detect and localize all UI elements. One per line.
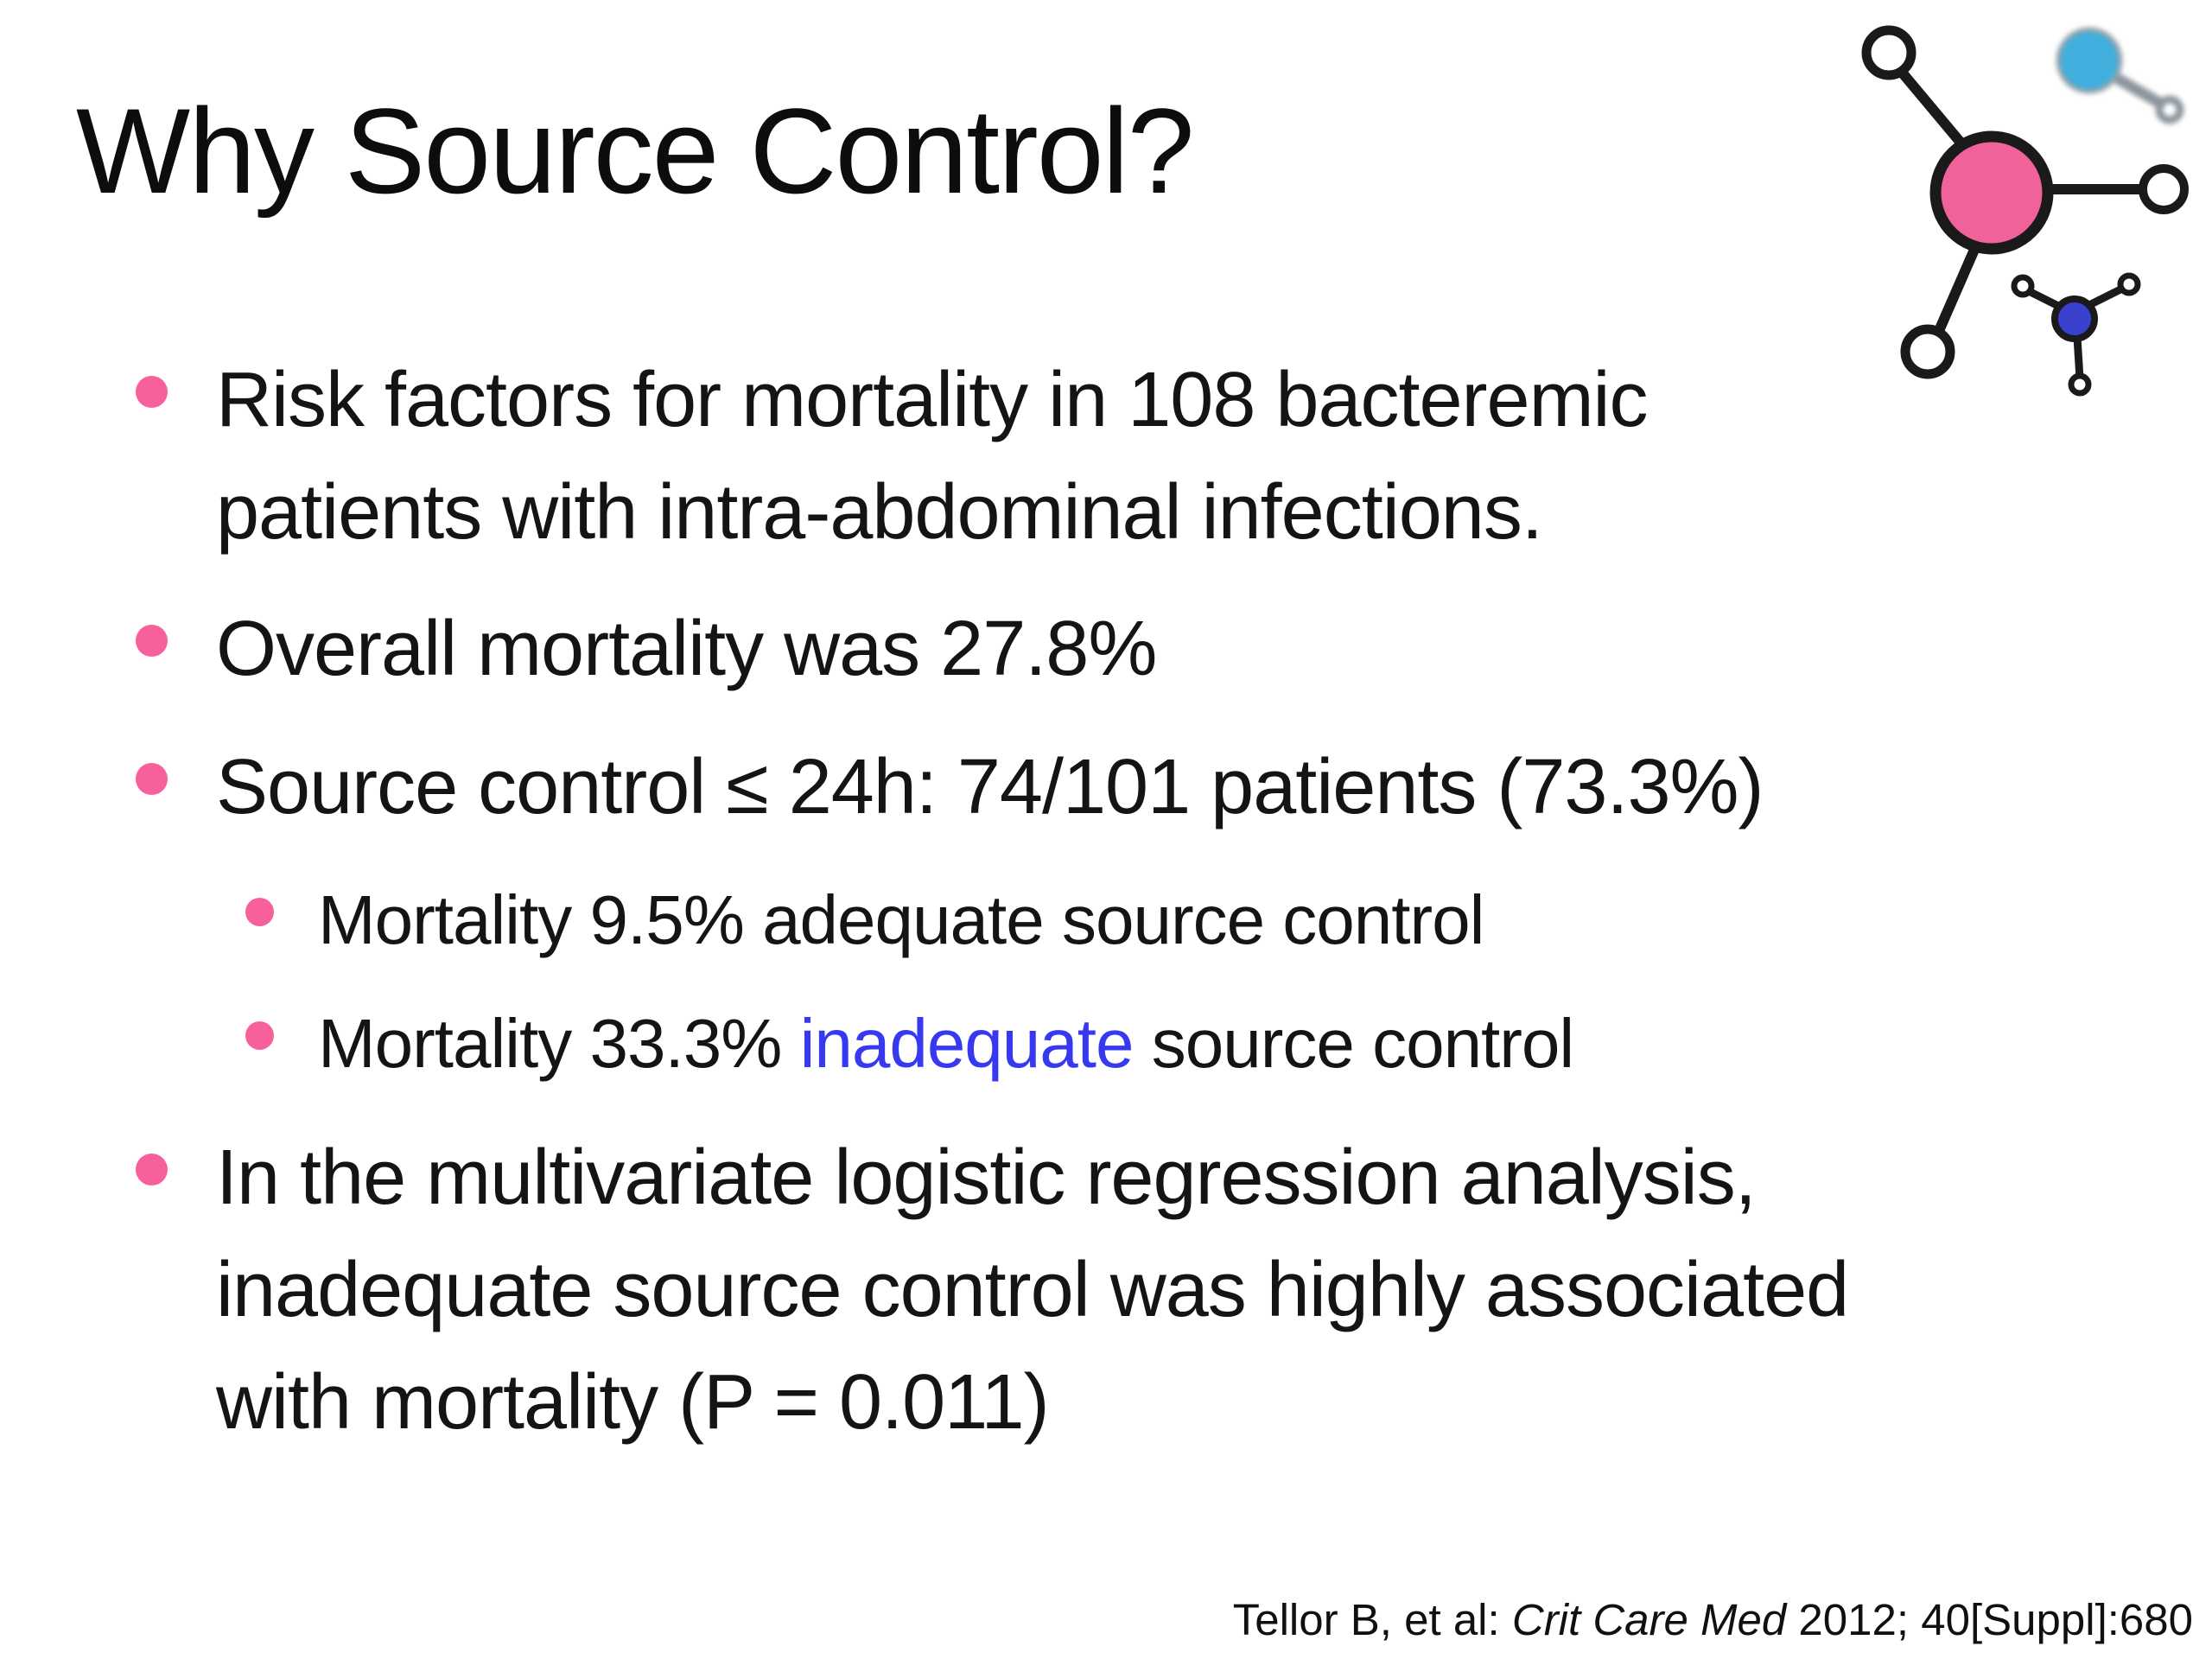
blurred-cyan-molecule-icon (2056, 27, 2184, 124)
bullet-item: Risk factors for mortality in 108 bacter… (0, 344, 2212, 569)
text-segment: with mortality (P = 0.011) (216, 1359, 1050, 1446)
citation: Tellor B, et al: Crit Care Med 2012; 40[… (1233, 1594, 2193, 1646)
royal-blue-molecule-icon (2011, 272, 2141, 397)
bullet-line: In the multivariate logistic regression … (216, 1122, 2212, 1234)
text-segment: Overall mortality was 27.8% (216, 606, 1157, 692)
bullet-text: Mortality 9.5% adequate source control (318, 864, 2212, 976)
bullet-line: Overall mortality was 27.8% (216, 593, 2212, 705)
bullet-dot-icon (136, 1154, 168, 1185)
bullet-line: Mortality 33.3% inadequate source contro… (318, 988, 2212, 1100)
bullet-dot-icon (136, 625, 168, 657)
text-segment: source control (1133, 1005, 1574, 1082)
bullet-item: Overall mortality was 27.8% (0, 593, 2212, 705)
bullet-text: In the multivariate logistic regression … (216, 1122, 2212, 1459)
bullet-line: Source control ≤ 24h: 74/101 patients (7… (216, 731, 2212, 843)
bullet-item: In the multivariate logistic regression … (0, 1122, 2212, 1459)
text-segment: In the multivariate logistic regression … (216, 1135, 1757, 1221)
bullet-line: Risk factors for mortality in 108 bacter… (216, 344, 2212, 456)
citation-journal: Crit Care Med (1511, 1595, 1787, 1644)
bullet-text: Source control ≤ 24h: 74/101 patients (7… (216, 731, 2212, 843)
bullet-dot-icon (136, 376, 168, 408)
citation-authors: Tellor B, et al: (1232, 1595, 1512, 1644)
bullet-text: Mortality 33.3% inadequate source contro… (318, 988, 2212, 1100)
bullet-dot-icon (245, 898, 274, 926)
text-segment: Source control ≤ 24h: 74/101 patients (7… (216, 744, 1764, 830)
pink-molecule-icon (1861, 25, 2189, 379)
bullet-line: inadequate source control was highly ass… (216, 1234, 2212, 1346)
text-segment: Mortality 33.3% (318, 1005, 800, 1082)
bullet-line: with mortality (P = 0.011) (216, 1346, 2212, 1459)
bullet-text: Overall mortality was 27.8% (216, 593, 2212, 705)
citation-issue: 2012; 40[Suppl]:680 (1786, 1595, 2193, 1644)
bullet-line: patients with intra-abdominal infections… (216, 456, 2212, 569)
sub-bullet-item: Mortality 33.3% inadequate source contro… (0, 988, 2212, 1100)
bullet-text: Risk factors for mortality in 108 bacter… (216, 344, 2212, 569)
molecule-icon (1861, 25, 2189, 397)
bullet-line: Mortality 9.5% adequate source control (318, 864, 2212, 976)
text-segment: patients with intra-abdominal infections… (216, 469, 1543, 556)
text-segment: inadequate source control was highly ass… (216, 1247, 1849, 1333)
page-title: Why Source Control? (76, 83, 1195, 219)
text-segment: Risk factors for mortality in 108 bacter… (216, 357, 1649, 443)
bullet-dot-icon (245, 1021, 274, 1050)
highlighted-text-segment: inadequate (799, 1005, 1135, 1082)
sub-bullet-item: Mortality 9.5% adequate source control (0, 864, 2212, 976)
text-segment: Mortality 9.5% adequate source control (318, 881, 1484, 958)
bullet-item: Source control ≤ 24h: 74/101 patients (7… (0, 731, 2212, 843)
bullet-dot-icon (136, 763, 168, 795)
